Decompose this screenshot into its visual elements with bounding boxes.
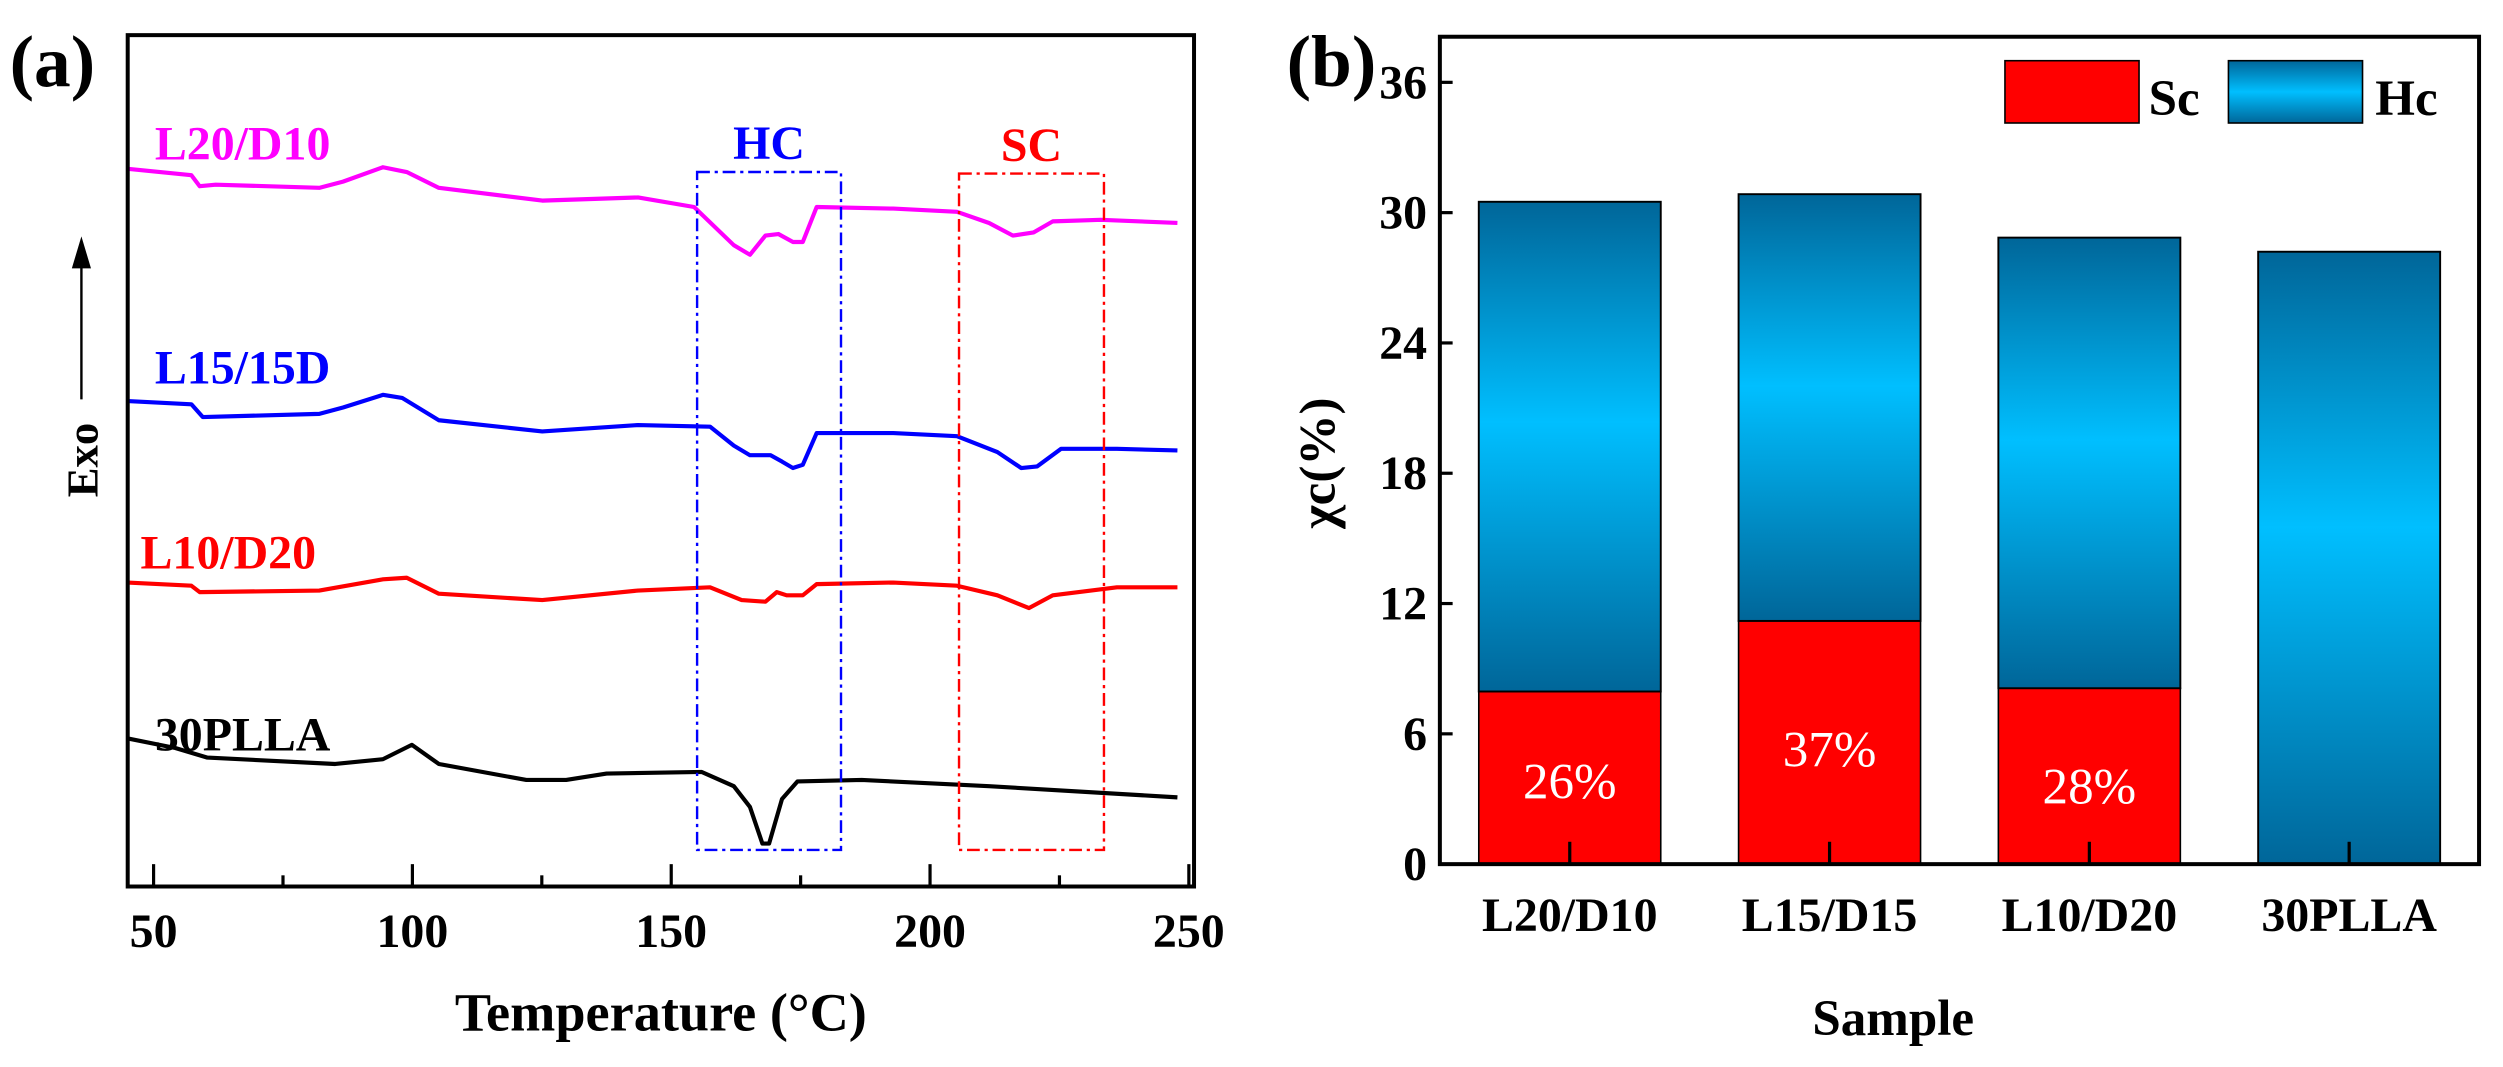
curve-30plla bbox=[127, 736, 1178, 846]
region-box-hc bbox=[695, 170, 843, 852]
panel-a-curves: L20/D10 L15/15D L10/D20 30PLLA bbox=[127, 118, 1178, 846]
legend: Sc Hc bbox=[2004, 59, 2438, 127]
bar-data-label: 37% bbox=[1783, 722, 1877, 779]
panel-a-frame bbox=[125, 33, 1197, 889]
bar-hc bbox=[1477, 200, 1662, 693]
panel-a-xticks: 50 100 150 200 250 bbox=[130, 864, 1225, 958]
region-label-hc: HC bbox=[733, 117, 805, 170]
curve-label: 30PLLA bbox=[155, 709, 331, 762]
x-tick-label: 150 bbox=[635, 905, 707, 958]
x-tick-label: 50 bbox=[130, 905, 178, 958]
bar-hc bbox=[1997, 236, 2182, 690]
x-tick-label: 100 bbox=[376, 905, 448, 958]
panel-a-label: (a) bbox=[10, 21, 96, 102]
x-tick-label: 30PLLA bbox=[2261, 889, 2437, 942]
x-tick-label: 200 bbox=[894, 905, 966, 958]
legend-label-hc: Hc bbox=[2375, 70, 2437, 127]
y-tick-label: 24 bbox=[1379, 317, 1427, 370]
panel-b-yticks: 0 6 12 18 24 30 36 bbox=[1379, 56, 1453, 891]
panel-b-x-axis-title: Sample bbox=[1812, 990, 1974, 1047]
bar-hc bbox=[2257, 250, 2442, 866]
panel-b: (b) 26% 37% 28% 0 6 12 18 24 30 36 L20/D10 L15/D1… bbox=[1287, 21, 2482, 1047]
panel-b-frame bbox=[1437, 34, 2482, 867]
y-tick-label: 30 bbox=[1379, 187, 1427, 240]
panel-a: (a) L20/D10 L15/15D L10/D20 30PLLA HC SC 50 1… bbox=[10, 21, 1225, 1042]
legend-swatch-hc bbox=[2227, 59, 2364, 124]
y-tick-label: 18 bbox=[1379, 447, 1427, 500]
curve-l20-d10 bbox=[127, 165, 1178, 257]
x-tick-label: L10/D20 bbox=[2002, 889, 2178, 942]
bar-data-label: 26% bbox=[1523, 754, 1617, 811]
legend-label-sc: Sc bbox=[2149, 70, 2200, 127]
panel-a-x-axis-title: Temperature (°C) bbox=[455, 982, 867, 1042]
x-tick-label: L15/D15 bbox=[1742, 889, 1918, 942]
x-tick-label: L20/D10 bbox=[1482, 889, 1658, 942]
y-tick-label: 12 bbox=[1379, 578, 1427, 631]
panel-a-y-axis-title: Exo bbox=[57, 423, 107, 498]
region-label-sc: SC bbox=[1001, 119, 1062, 172]
curve-label: L10/D20 bbox=[140, 527, 316, 580]
panel-b-xticks: L20/D10 L15/D15 L10/D20 30PLLA bbox=[1482, 841, 2437, 942]
bar-hc bbox=[1737, 193, 1922, 622]
region-box-sc bbox=[957, 172, 1106, 852]
x-tick-label: 250 bbox=[1153, 905, 1225, 958]
panel-b-bars: 26% 37% 28% bbox=[1477, 193, 2442, 866]
bar-sc bbox=[1997, 687, 2182, 865]
curve-l10-d20 bbox=[127, 575, 1178, 611]
exo-indicator: Exo bbox=[57, 236, 107, 497]
panel-b-y-axis-title: χc(%) bbox=[1290, 398, 1347, 530]
bar-data-label: 28% bbox=[2043, 758, 2137, 815]
bar-sc bbox=[1737, 620, 1922, 865]
exo-arrow-icon bbox=[71, 236, 91, 269]
curve-l15-15d bbox=[127, 392, 1178, 471]
panel-b-label: (b) bbox=[1287, 21, 1377, 102]
y-tick-label: 0 bbox=[1403, 838, 1427, 891]
curve-label: L15/15D bbox=[155, 341, 331, 394]
y-tick-label: 6 bbox=[1403, 708, 1427, 761]
panel-a-annotations: HC SC bbox=[695, 117, 1106, 852]
y-tick-label: 36 bbox=[1379, 56, 1427, 109]
legend-swatch-sc bbox=[2004, 59, 2140, 124]
curve-label: L20/D10 bbox=[155, 118, 331, 171]
